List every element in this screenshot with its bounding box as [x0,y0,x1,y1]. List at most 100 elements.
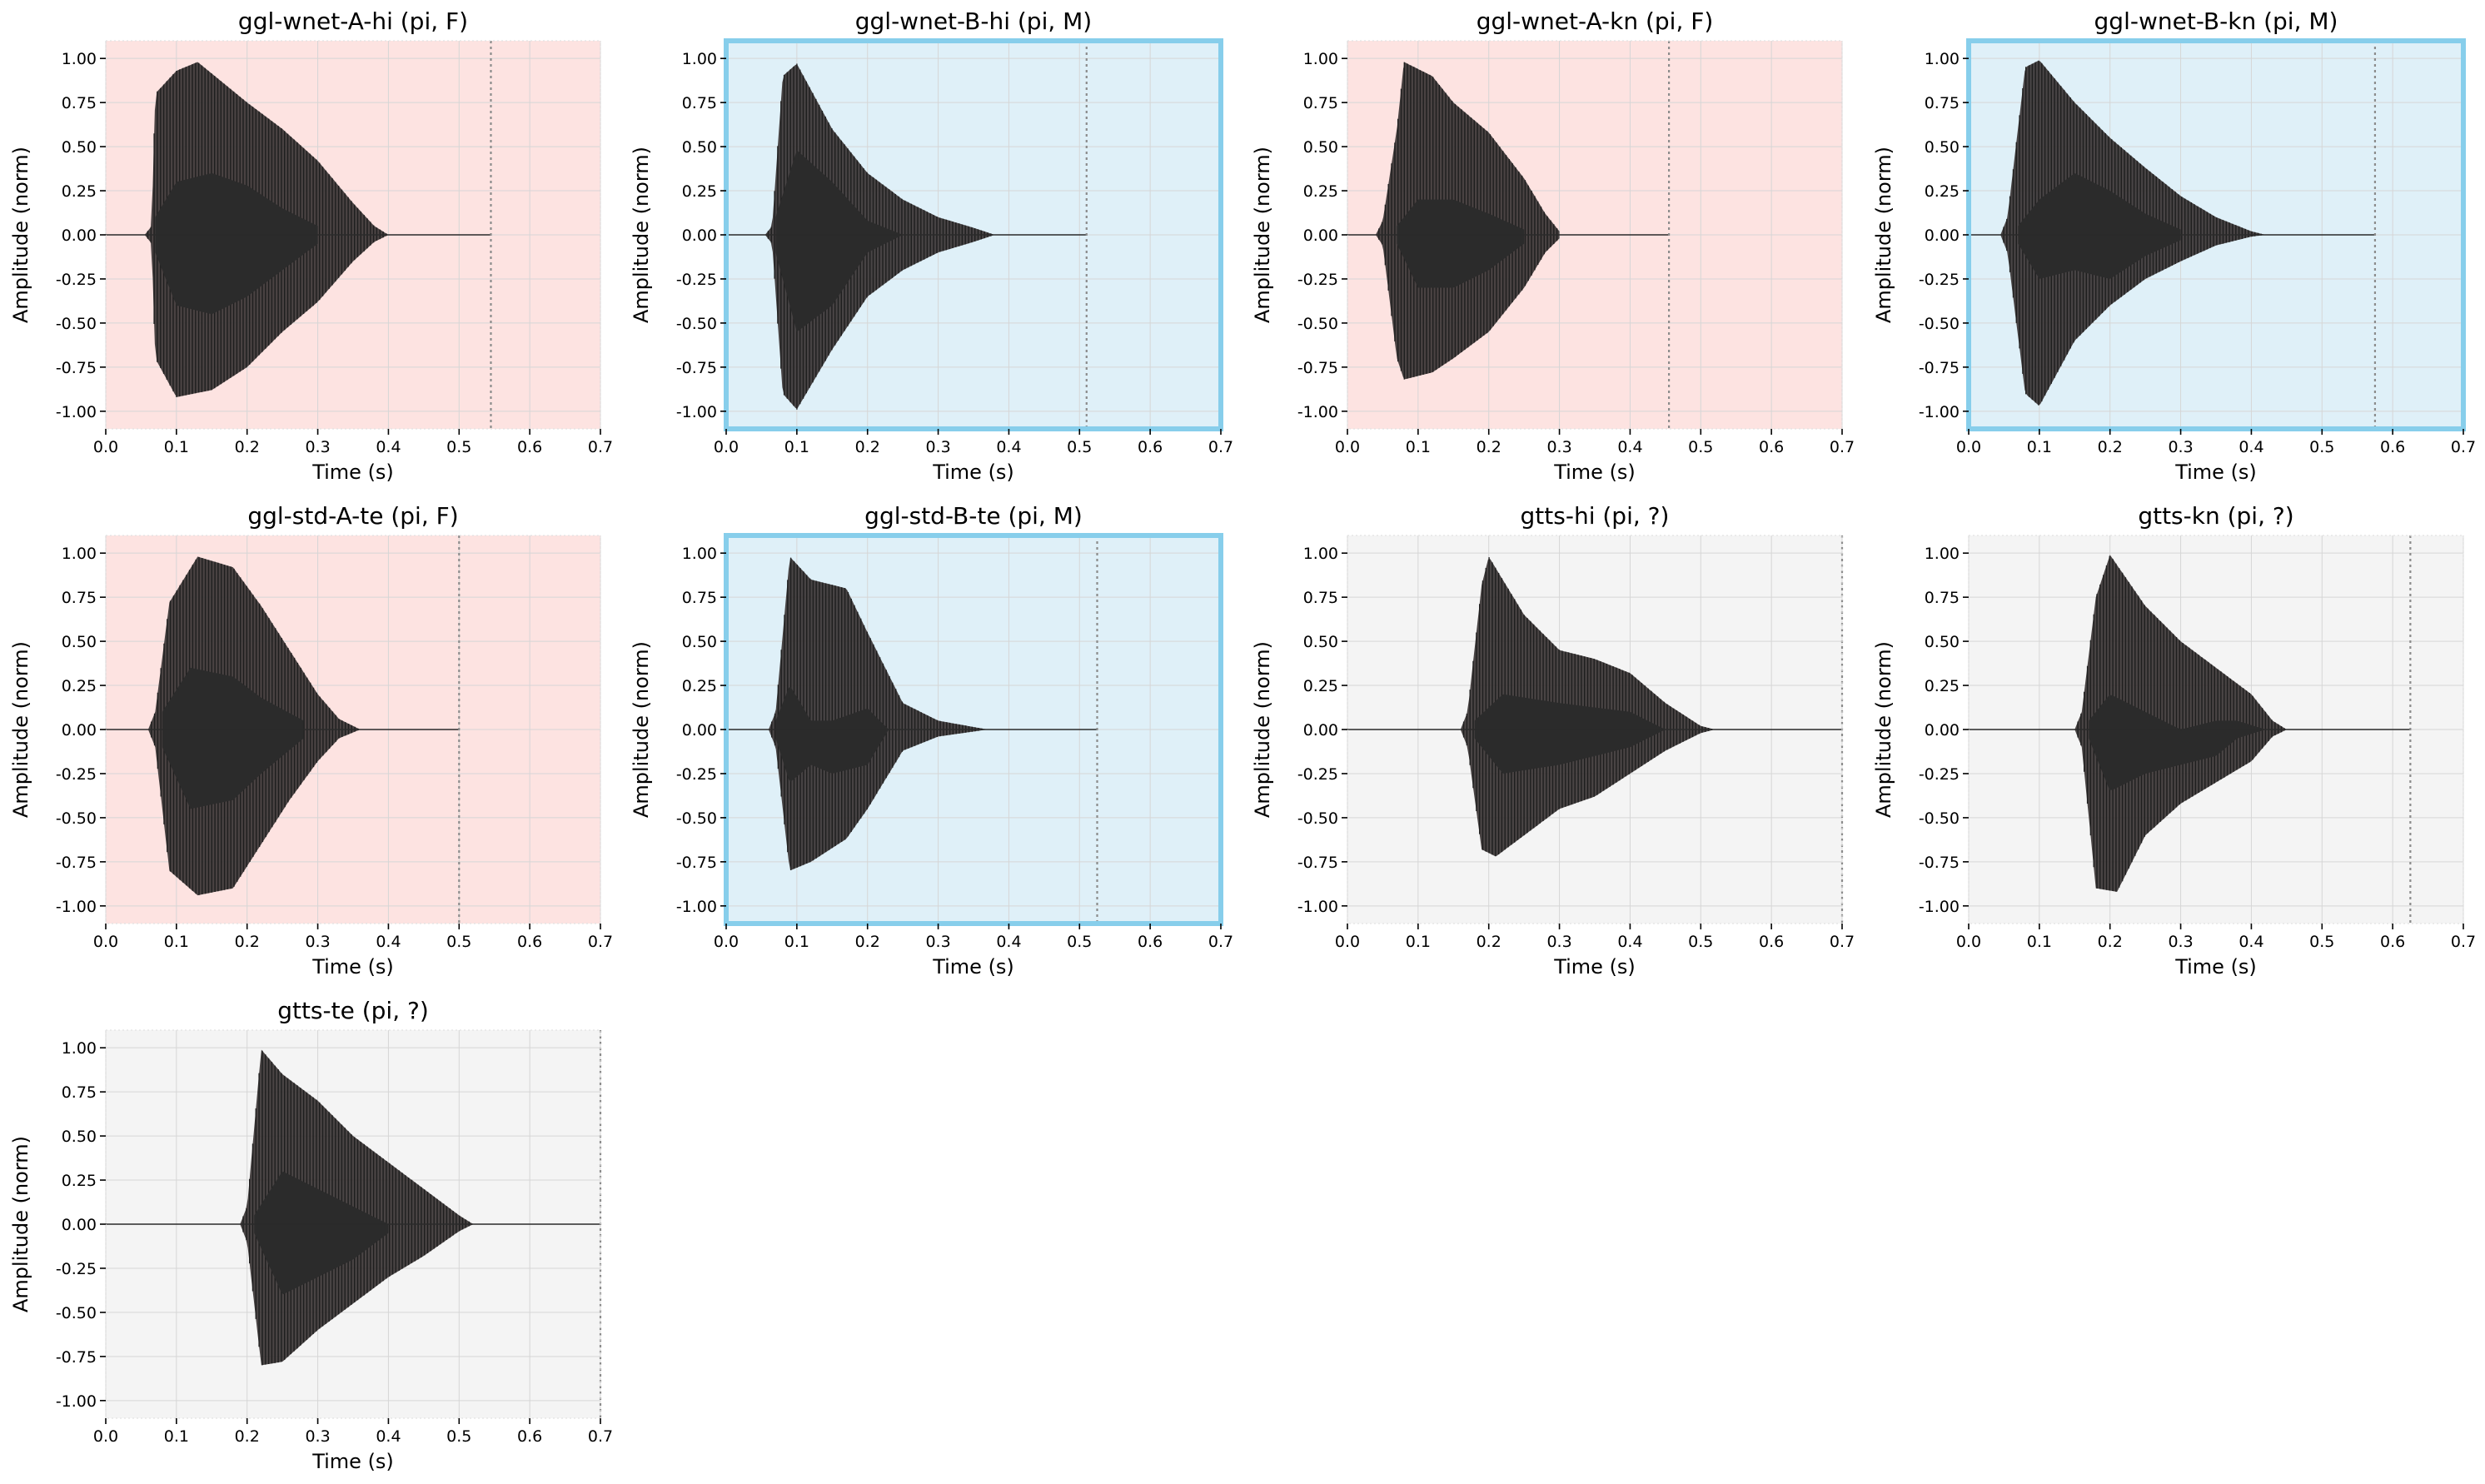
y-tick-label: 0.75 [682,589,717,607]
x-tick-label: 0.0 [93,933,118,951]
y-tick-label: -0.25 [676,765,717,784]
x-tick-label: 0.0 [1956,438,1981,456]
y-tick-label: 0.75 [1925,94,1960,112]
panel-title: gtts-hi (pi, ?) [1521,502,1670,530]
y-tick-label: 0.50 [1303,633,1338,651]
x-tick-label: 0.4 [996,438,1021,456]
x-tick-label: 0.3 [2168,933,2193,951]
y-tick-label: 1.00 [1303,545,1338,563]
waveform-envelope [2074,555,2287,892]
x-tick-label: 0.4 [2238,438,2263,456]
waveform-core [1474,694,1666,774]
x-tick-label: 0.3 [2168,438,2193,456]
x-tick-label: 0.1 [784,933,809,951]
panel-title: ggl-wnet-A-hi (pi, F) [238,7,468,35]
x-tick-label: 0.2 [235,438,260,456]
waveform-core [2089,695,2266,790]
x-axis-label: Time (s) [1553,955,1636,979]
panel-title: gtts-kn (pi, ?) [2138,502,2293,530]
x-tick-label: 0.3 [305,933,330,951]
y-axis-label: Amplitude (norm) [630,147,653,323]
y-tick-label: 0.75 [62,1083,97,1102]
x-tick-label: 0.6 [1759,933,1784,951]
y-tick-label: -1.00 [1297,898,1338,916]
y-tick-label: 0.50 [1925,138,1960,157]
x-tick-label: 0.2 [2098,933,2123,951]
x-tick-label: 0.7 [588,438,613,456]
x-tick-label: 0.7 [1830,438,1855,456]
y-tick-label: -0.25 [676,271,717,289]
y-tick-label: -0.50 [1919,315,1960,333]
x-tick-label: 0.6 [1759,438,1784,456]
x-tick-label: 0.3 [925,438,950,456]
y-tick-label: -0.25 [1919,271,1960,289]
x-tick-label: 0.1 [1406,933,1431,951]
panel-title: ggl-std-B-te (pi, M) [864,502,1083,530]
y-axis-label: Amplitude (norm) [9,1136,32,1312]
waveform-core [162,667,304,809]
panel-title: ggl-wnet-A-kn (pi, F) [1477,7,1714,35]
y-tick-label: -0.50 [56,315,97,333]
y-tick-label: 0.75 [62,94,97,112]
x-tick-label: 0.0 [1335,933,1360,951]
y-tick-label: -0.50 [676,809,717,828]
y-tick-label: -0.75 [1297,359,1338,377]
y-tick-label: -1.00 [56,403,97,421]
x-tick-label: 0.0 [714,933,739,951]
y-axis-label: Amplitude (norm) [9,641,32,818]
x-tick-label: 0.1 [784,438,809,456]
x-tick-label: 0.6 [517,438,542,456]
y-tick-label: 1.00 [682,545,717,563]
x-axis-label: Time (s) [932,955,1014,979]
y-tick-label: -0.75 [56,1348,97,1367]
x-tick-label: 0.4 [376,933,401,951]
x-tick-label: 0.5 [1688,438,1713,456]
x-tick-label: 0.0 [93,438,118,456]
x-tick-label: 0.0 [1335,438,1360,456]
x-tick-label: 0.3 [305,1427,330,1446]
y-axis-label: Amplitude (norm) [630,641,653,818]
y-tick-label: -1.00 [676,898,717,916]
x-tick-label: 0.5 [1688,933,1713,951]
y-tick-label: -0.25 [56,271,97,289]
y-tick-label: 0.25 [1925,677,1960,695]
y-tick-label: -0.25 [1297,765,1338,784]
x-tick-label: 0.2 [2098,438,2123,456]
x-tick-label: 0.0 [93,1427,118,1446]
x-axis-label: Time (s) [311,1450,394,1473]
panel-4: 0.0 0.1 0.2 0.3 0.4 0.5 0.6 0.7 1.00 0.75 0.50 0.25… [1872,7,2476,484]
x-tick-label: 0.4 [2238,933,2263,951]
y-tick-label: -1.00 [1297,403,1338,421]
y-tick-label: 0.00 [1925,227,1960,245]
y-tick-label: -0.50 [1297,315,1338,333]
waveform-envelope [768,557,988,871]
y-tick-label: 1.00 [1925,545,1960,563]
x-tick-label: 0.4 [376,438,401,456]
x-tick-label: 0.5 [446,933,471,951]
x-tick-label: 0.6 [2380,933,2405,951]
y-tick-label: 0.00 [62,227,97,245]
x-tick-label: 0.7 [1208,438,1233,456]
y-tick-label: -1.00 [1919,898,1960,916]
y-tick-label: -1.00 [56,1392,97,1411]
x-tick-label: 0.2 [235,1427,260,1446]
x-tick-label: 0.4 [1617,438,1642,456]
x-tick-label: 0.5 [446,1427,471,1446]
x-tick-label: 0.4 [996,933,1021,951]
y-tick-label: 0.50 [1925,633,1960,651]
x-tick-label: 0.5 [1067,438,1092,456]
y-axis-label: Amplitude (norm) [1251,147,1274,323]
y-tick-label: 0.75 [1925,589,1960,607]
x-tick-label: 0.4 [376,1427,401,1446]
x-axis-label: Time (s) [932,461,1014,484]
y-tick-label: 0.25 [1925,182,1960,201]
y-tick-label: 0.25 [62,677,97,695]
x-tick-label: 0.7 [588,933,613,951]
panel-title: gtts-te (pi, ?) [277,997,429,1024]
y-axis-label: Amplitude (norm) [1872,641,1895,818]
x-tick-label: 0.1 [164,438,189,456]
x-tick-label: 0.0 [1956,933,1981,951]
y-tick-label: -0.75 [56,854,97,872]
y-tick-label: 0.50 [682,138,717,157]
x-tick-label: 0.1 [164,1427,189,1446]
